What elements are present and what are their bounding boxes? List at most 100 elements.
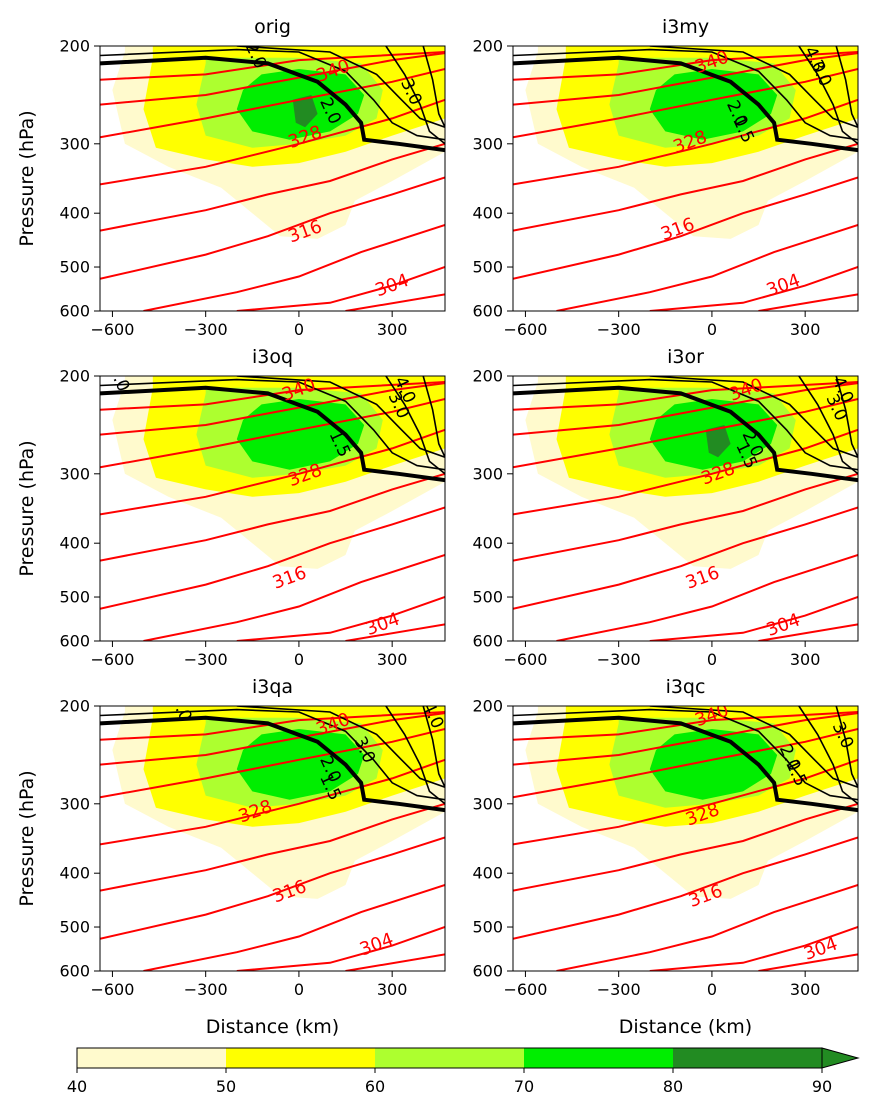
theta-contour-6 [513,176,858,280]
x-axis-label: Distance (km) [206,1016,339,1038]
panel-title: orig [254,16,291,38]
theta-contour-2 [513,712,858,766]
x-tick-label: −600 [90,980,134,999]
x-tick-label: −600 [90,320,134,339]
theta-contour-2 [513,52,858,106]
pv-contour-4 [385,706,445,805]
pv-contour-1 [513,55,858,153]
pv-contour-2 [100,708,445,801]
colorbar: 40 50 60 70 80 90 [67,1047,860,1096]
theta-contour-3 [513,68,858,139]
theta-contour-4 [100,758,445,846]
pv-contour-2 [513,378,858,471]
theta-contour-8 [236,596,445,641]
theta-contour-1 [513,51,858,81]
theta-contour-1 [100,711,445,741]
colorbar-segment-5 [673,1048,822,1068]
y-tick-label: 300 [472,134,503,153]
panel-title: i3qc [666,676,706,698]
x-axis-label: Distance (km) [619,1016,752,1038]
theta-contour-7 [143,554,445,641]
colorbar-tick-label: 90 [812,1077,832,1096]
theta-contour-7 [556,554,858,641]
pv-contour-5 [835,376,858,458]
theta-contour-6 [513,506,858,610]
y-tick-label: 200 [472,697,503,716]
theta-contour-9 [758,953,858,971]
theta-contour-5 [100,472,445,562]
theta-contour-4 [100,98,445,186]
theta-contour-2 [100,52,445,106]
y-tick-label: 300 [59,134,90,153]
y-tick-label: 500 [472,918,503,937]
theta-contour-8 [236,926,445,971]
theta-contour-8 [649,266,858,311]
x-tick-label: −300 [184,650,228,669]
y-tick-label: 500 [59,588,90,607]
plot-frame [99,375,446,642]
speed-fill-band-4 [236,399,365,470]
colorbar-tick-label: 80 [663,1077,683,1096]
speed-fill-band-4 [236,729,365,800]
panel-title: i3qa [252,676,293,698]
y-tick-label: 200 [59,37,90,56]
theta-contour-4 [100,428,445,516]
pv-contour-1 [100,715,445,813]
theta-contour-4 [513,428,858,516]
plot-frame [512,45,859,312]
pv-contour-3 [649,376,858,458]
pv-contour-5 [422,706,445,788]
y-tick-label: 500 [59,258,90,277]
pv-contour-3 [236,376,445,458]
x-tick-label: −300 [184,320,228,339]
x-tick-label: 0 [707,650,717,669]
x-tick-label: 0 [294,980,304,999]
y-tick-label: 400 [472,864,503,883]
y-tick-label: 200 [59,697,90,716]
theta-contour-6 [513,836,858,940]
theta-contour-9 [758,623,858,641]
y-tick-label: 300 [472,794,503,813]
pv-contour-3 [236,706,445,788]
y-tick-label: 500 [472,588,503,607]
theta-contour-2 [513,382,858,436]
theta-contour-3 [513,398,858,469]
theta-contour-3 [100,68,445,139]
plot-frame [99,45,446,312]
pv-contour-1 [513,715,858,813]
pv-contour-1 [513,385,858,483]
pv-contour-2 [513,708,858,801]
y-axis-label: Pressure (hPa) [16,770,38,906]
theta-contour-3 [513,728,858,799]
plot-frame [99,705,446,972]
colorbar-tick-label: 60 [365,1077,385,1096]
theta-contour-8 [236,266,445,311]
speed-fill-band-5 [705,425,731,458]
colorbar-extend-arrow [821,1047,860,1069]
plot-frame [512,705,859,972]
x-tick-label: −600 [90,650,134,669]
y-tick-label: 200 [472,37,503,56]
x-tick-label: −300 [597,320,641,339]
theta-contour-5 [513,472,858,562]
theta-contour-7 [143,884,445,971]
pv-contour-5 [835,706,858,788]
pv-contour-5 [422,46,445,128]
y-tick-label: 600 [59,302,90,321]
speed-fill-band-4 [649,69,778,140]
pv-contour-2 [100,378,445,471]
theta-contour-6 [100,836,445,940]
theta-contour-4 [513,98,858,186]
theta-contour-8 [649,596,858,641]
pv-contour-4 [798,46,858,145]
pv-contour-4 [798,706,858,805]
x-tick-label: −600 [503,980,547,999]
